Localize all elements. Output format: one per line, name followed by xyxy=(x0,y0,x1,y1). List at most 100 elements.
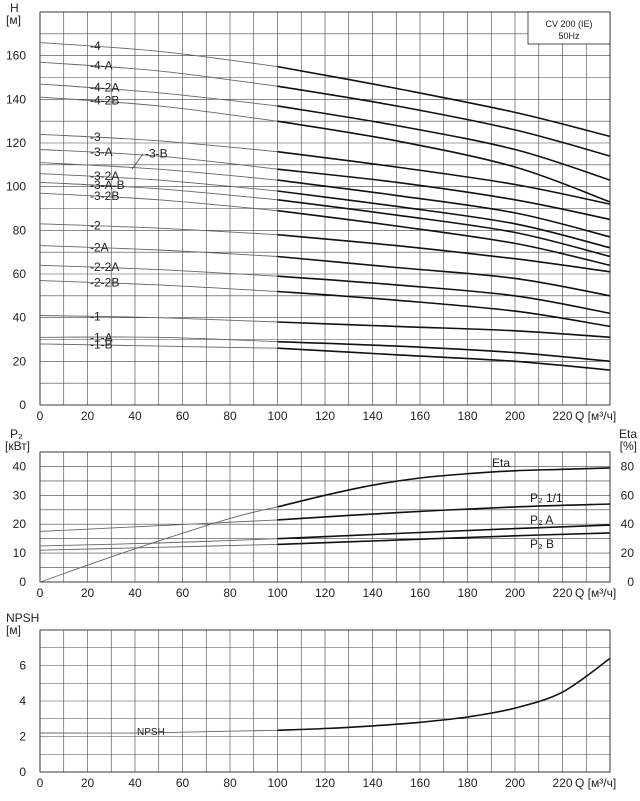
plot-frame xyxy=(39,629,611,773)
curve-h-3-high xyxy=(277,120,611,203)
x-axis-label: Q [м³/ч] xyxy=(575,776,616,790)
x-tick-label: 180 xyxy=(457,409,477,423)
x-tick-label: 0 xyxy=(37,409,44,423)
right-tick-label: 40 xyxy=(621,517,635,531)
y-tick-label: 120 xyxy=(6,136,26,150)
series-label: -4 xyxy=(90,39,101,53)
x-tick-label: 120 xyxy=(315,776,335,790)
curve-p2-3-high xyxy=(277,532,611,546)
series-label: -3-A-B xyxy=(90,178,125,192)
right-tick-label: 80 xyxy=(621,459,635,473)
y-axis-unit: [кВт] xyxy=(5,439,30,453)
curve-h-6-high xyxy=(277,179,611,238)
curve-p2-1-high xyxy=(277,503,611,521)
curve-h-5-high xyxy=(277,168,611,221)
p2-a-label: P₂ A xyxy=(530,513,553,527)
x-tick-label: 200 xyxy=(505,586,525,600)
curve-h-14-high xyxy=(277,321,611,339)
y-axis-unit: [м] xyxy=(6,13,21,27)
x-tick-label: 40 xyxy=(128,409,142,423)
right-tick-label: 20 xyxy=(621,546,635,560)
curve-h-9-high xyxy=(277,209,611,267)
curve-h-14-low xyxy=(39,315,278,323)
x-tick-label: 100 xyxy=(267,776,287,790)
curve-h-4-low xyxy=(39,133,278,153)
y-tick-label: 140 xyxy=(6,92,26,106)
curve-h-7-high xyxy=(277,190,611,249)
x-tick-label: 200 xyxy=(505,776,525,790)
legend-frequency: 50Hz xyxy=(558,31,580,41)
series-label: -4-2A xyxy=(90,81,119,95)
y-tick-label: 20 xyxy=(13,517,27,531)
curve-npsh-high xyxy=(277,657,611,732)
curve-h-2-low xyxy=(39,83,278,107)
curve-h-10-high xyxy=(277,233,611,273)
x-tick-label: 100 xyxy=(267,586,287,600)
x-tick-label: 100 xyxy=(267,409,287,423)
curve-h-16-low xyxy=(39,343,278,349)
series-label: -1-A xyxy=(90,330,113,344)
curve-h-11-low xyxy=(39,245,278,257)
y-tick-label: 40 xyxy=(13,459,27,473)
x-tick-label: 40 xyxy=(128,586,142,600)
curve-h-8-low xyxy=(39,181,278,201)
y-tick-label: 30 xyxy=(13,488,27,502)
x-tick-label: 160 xyxy=(410,409,430,423)
curve-h-11-high xyxy=(277,255,611,297)
legend-model: CV 200 (IE) xyxy=(545,19,592,29)
leader-line xyxy=(131,153,144,170)
curve-p2-1-low xyxy=(39,519,278,532)
x-tick-label: 220 xyxy=(552,586,572,600)
curve-p2-3-low xyxy=(39,543,278,551)
curve-h-15-high xyxy=(277,340,611,363)
curve-h-3-low xyxy=(39,96,278,122)
curve-h-7-low xyxy=(39,173,278,192)
x-tick-label: 120 xyxy=(315,409,335,423)
x-tick-label: 160 xyxy=(410,586,430,600)
x-tick-label: 60 xyxy=(176,776,190,790)
y-axis-label: H xyxy=(10,1,19,15)
curve-h-4-high xyxy=(277,150,611,205)
y-tick-label: 100 xyxy=(6,180,26,194)
series-label: -3-2B xyxy=(90,189,119,203)
right-tick-label: 60 xyxy=(621,488,635,502)
series-label: -2 xyxy=(90,219,101,233)
x-tick-label: 140 xyxy=(362,586,382,600)
curve-p2-2-high xyxy=(277,524,611,540)
curve-h-12-low xyxy=(39,264,278,277)
x-tick-label: 80 xyxy=(223,409,237,423)
x-tick-label: 20 xyxy=(81,409,95,423)
series-label: -3-B xyxy=(145,147,168,161)
curve-h-10-low xyxy=(39,223,278,236)
series-label: -1-B xyxy=(90,338,113,352)
y-axis-unit: [м] xyxy=(6,623,21,637)
curve-h-5-low xyxy=(39,149,278,170)
y-tick-label: 0 xyxy=(19,765,26,779)
curve-h-0-high xyxy=(277,65,611,138)
curve-h-8-high xyxy=(277,199,611,258)
plot-frame xyxy=(39,11,611,406)
y-tick-label: 6 xyxy=(19,659,26,673)
curve-h-13-high xyxy=(277,290,611,328)
curve-p2-0-high xyxy=(277,467,611,508)
series-label: -1 xyxy=(90,309,101,323)
x-tick-label: 220 xyxy=(552,409,572,423)
y-axis-label: NPSH xyxy=(6,611,39,625)
series-label: -4-A xyxy=(90,59,113,73)
curve-npsh-low xyxy=(39,729,278,734)
y-tick-label: 40 xyxy=(13,311,27,325)
x-tick-label: 180 xyxy=(457,586,477,600)
y-tick-label: 0 xyxy=(19,398,26,412)
y-tick-label: 10 xyxy=(13,546,27,560)
x-tick-label: 60 xyxy=(176,409,190,423)
x-tick-label: 220 xyxy=(552,776,572,790)
x-tick-label: 200 xyxy=(505,409,525,423)
series-label: -3-A xyxy=(90,145,113,159)
curve-h-15-low xyxy=(39,336,278,343)
x-tick-label: 180 xyxy=(457,776,477,790)
right-axis-label: Eta xyxy=(619,427,637,441)
x-tick-label: 80 xyxy=(223,776,237,790)
curve-h-13-low xyxy=(39,280,278,292)
